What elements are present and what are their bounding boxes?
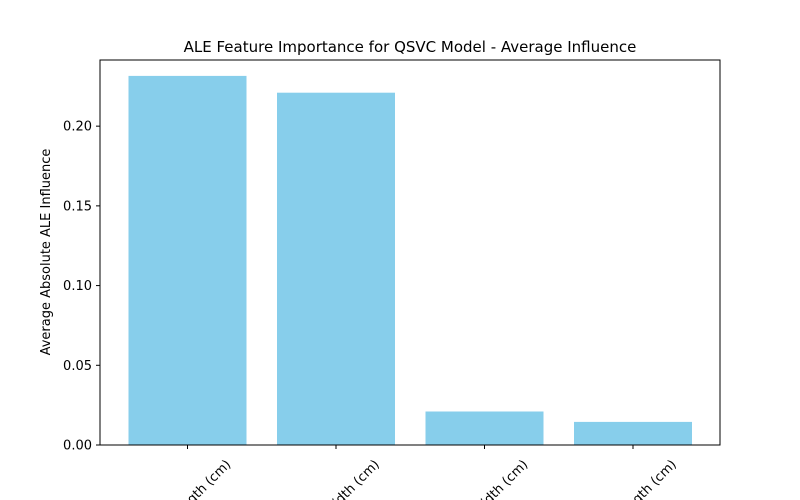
- bar-4: [574, 422, 692, 445]
- y-axis-ticks: 0.00 0.05 0.10 0.15 0.20: [63, 120, 100, 454]
- x-tick-label-3: idth (cm): [479, 457, 532, 500]
- x-tick-label-1: ngth (cm): [179, 457, 235, 500]
- x-tick-label-2: idth (cm): [330, 457, 383, 500]
- y-tick-label-3: 0.10: [63, 279, 92, 294]
- x-axis-ticks: ngth (cm) idth (cm) idth (cm) ngth (cm): [179, 445, 680, 500]
- bars-group: [129, 76, 693, 445]
- y-axis-label: Average Absolute ALE Influence: [39, 149, 54, 356]
- chart-title: ALE Feature Importance for QSVC Model - …: [184, 38, 637, 56]
- x-tick-label-4: ngth (cm): [624, 457, 680, 500]
- bar-3: [426, 412, 544, 446]
- y-tick-label-1: 0.00: [63, 439, 92, 454]
- y-tick-label-2: 0.05: [63, 359, 92, 374]
- bar-1: [129, 76, 247, 445]
- y-tick-label-4: 0.15: [63, 199, 92, 214]
- y-tick-label-5: 0.20: [63, 120, 92, 135]
- bar-2: [277, 93, 395, 445]
